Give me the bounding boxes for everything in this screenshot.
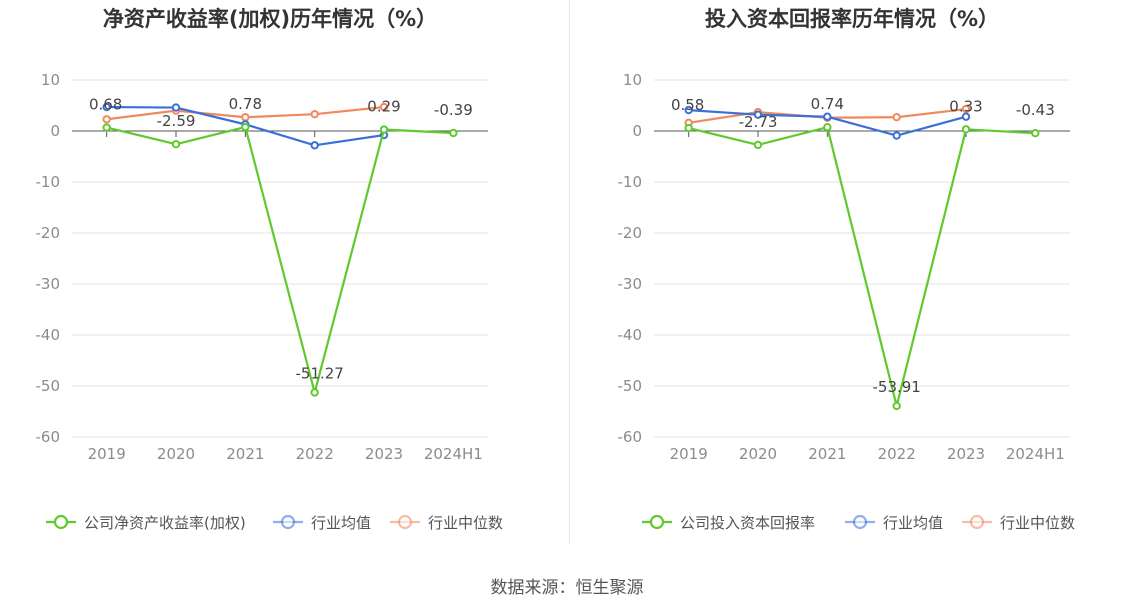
data-point-median bbox=[241, 113, 250, 122]
chart-divider bbox=[569, 0, 570, 545]
legend-label: 公司投入资本回报率 bbox=[680, 514, 815, 532]
data-point-median bbox=[102, 115, 111, 124]
x-tick-label: 2020 bbox=[739, 445, 777, 463]
data-label: -0.43 bbox=[1016, 101, 1055, 119]
y-tick-label: -40 bbox=[618, 326, 643, 344]
chart-2: 投入资本回报率历年情况（%） 10 0 -10 -20 -30 -40 -50 -60 2019 2… bbox=[618, 7, 1076, 532]
y-tick-label: -20 bbox=[618, 224, 643, 242]
data-point-company bbox=[379, 125, 389, 134]
data-label: 0.58 bbox=[671, 96, 704, 114]
data-point-avg bbox=[102, 102, 111, 112]
data-point-company bbox=[684, 123, 693, 133]
legend-label: 行业中位数 bbox=[428, 514, 503, 532]
legend-label: 公司净资产收益率(加权) bbox=[84, 514, 246, 532]
data-label: 0.78 bbox=[229, 95, 262, 113]
legend-label: 行业均值 bbox=[311, 514, 371, 532]
y-tick-label: -50 bbox=[36, 377, 61, 395]
data-point-company bbox=[241, 122, 250, 132]
data-label: -51.27 bbox=[295, 364, 343, 382]
x-tick-label: 2019 bbox=[670, 445, 708, 463]
data-label: 0.68 bbox=[89, 96, 122, 114]
data-point-avg bbox=[171, 103, 181, 112]
data-label: -0.39 bbox=[434, 101, 473, 119]
y-tick-label: -60 bbox=[618, 428, 643, 446]
data-point-company bbox=[310, 388, 319, 397]
data-point-median bbox=[379, 102, 389, 112]
x-tick-label: 2019 bbox=[88, 445, 126, 463]
data-source: 数据来源：恒生聚源 bbox=[490, 578, 644, 598]
data-label: 0.33 bbox=[949, 97, 982, 115]
chart-1: 净资产收益率(加权)历年情况（%） 10 0 -10 -20 -30 -40 -50 -60 20… bbox=[36, 7, 504, 532]
y-tick-label: -40 bbox=[36, 326, 61, 344]
chart-title: 投入资本回报率历年情况（%） bbox=[705, 7, 999, 31]
x-tick-label: 2022 bbox=[878, 445, 916, 463]
legend-marker bbox=[53, 514, 69, 530]
y-tick-label: -60 bbox=[36, 428, 61, 446]
data-point-median bbox=[961, 104, 971, 114]
data-point-median bbox=[892, 113, 901, 122]
chart-title: 净资产收益率(加权)历年情况（%） bbox=[103, 7, 437, 31]
data-point-company bbox=[449, 128, 458, 138]
data-point-company bbox=[171, 140, 181, 149]
legend-label: 行业均值 bbox=[883, 514, 943, 532]
y-tick-label: -30 bbox=[618, 275, 643, 293]
y-tick-label: -10 bbox=[618, 173, 643, 191]
legend-label: 行业中位数 bbox=[1000, 514, 1075, 532]
data-point-avg bbox=[310, 141, 319, 150]
data-point-avg bbox=[961, 112, 971, 121]
y-tick-label: 10 bbox=[41, 71, 60, 89]
data-label: -53.91 bbox=[872, 378, 920, 396]
y-tick-label: -30 bbox=[36, 275, 61, 293]
x-tick-label: 2023 bbox=[365, 445, 403, 463]
legend-item-company: 公司投入资本回报率 bbox=[642, 514, 815, 532]
data-point-company bbox=[892, 401, 901, 411]
data-label: -2.73 bbox=[739, 113, 778, 131]
legend-marker bbox=[649, 514, 665, 530]
series-line-company bbox=[106, 125, 454, 394]
x-tick-label: 2021 bbox=[226, 445, 264, 463]
x-tick-label: 2020 bbox=[157, 445, 195, 463]
y-tick-label: -50 bbox=[618, 377, 643, 395]
data-point-avg bbox=[753, 110, 763, 119]
data-point-company bbox=[1031, 128, 1040, 138]
data-point-median bbox=[310, 109, 319, 119]
data-point-company bbox=[102, 123, 111, 132]
data-point-company bbox=[823, 123, 832, 132]
legend-item-company: 公司净资产收益率(加权) bbox=[46, 514, 246, 532]
data-point-avg bbox=[823, 112, 832, 121]
y-tick-label: -10 bbox=[36, 173, 61, 191]
y-tick-label: 0 bbox=[50, 122, 60, 140]
legend-item-avg: 行业均值 bbox=[273, 514, 371, 532]
data-point-avg bbox=[892, 131, 901, 140]
data-point-company bbox=[753, 140, 763, 150]
x-tick-label: 2022 bbox=[296, 445, 334, 463]
x-tick-label: 2024H1 bbox=[1006, 445, 1065, 463]
legend-marker bbox=[280, 514, 296, 530]
series-line-company bbox=[688, 126, 1036, 408]
data-label: -2.59 bbox=[157, 112, 196, 130]
legend-marker bbox=[969, 514, 985, 530]
legend-marker bbox=[852, 514, 868, 530]
y-tick-label: 10 bbox=[623, 71, 642, 89]
legend-item-avg: 行业均值 bbox=[845, 514, 943, 532]
legend-marker bbox=[397, 514, 413, 530]
x-tick-label: 2023 bbox=[947, 445, 985, 463]
legend-item-median: 行业中位数 bbox=[390, 514, 503, 532]
x-tick-label: 2024H1 bbox=[424, 445, 483, 463]
y-tick-label: 0 bbox=[632, 122, 642, 140]
data-point-avg bbox=[684, 105, 693, 115]
y-tick-label: -20 bbox=[36, 224, 61, 242]
data-point-company bbox=[961, 125, 971, 134]
x-tick-label: 2021 bbox=[808, 445, 846, 463]
data-label: 0.29 bbox=[367, 98, 400, 116]
legend-item-median: 行业中位数 bbox=[962, 514, 1075, 532]
data-label: 0.74 bbox=[811, 95, 844, 113]
